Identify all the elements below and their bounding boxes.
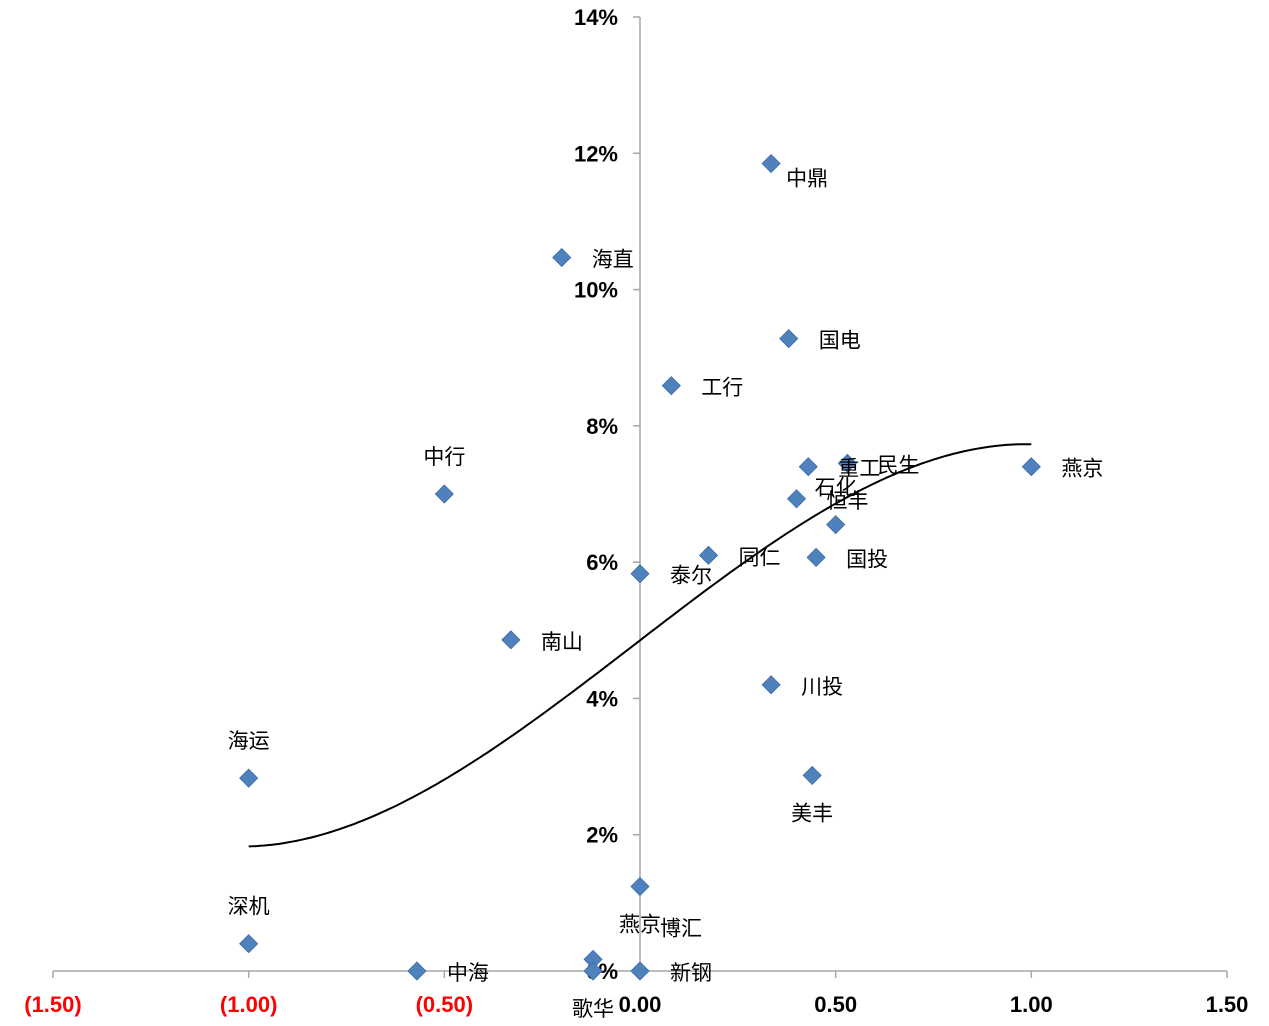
data-point [239,934,259,954]
x-tick-label: 0.00 [619,992,662,1017]
point-label: 美丰 [791,801,833,825]
data-point [802,765,822,785]
data-point [630,961,650,981]
data-point [837,453,857,473]
data-point [698,545,719,565]
x-tick-label: 1.00 [1010,992,1053,1017]
data-point [786,489,807,509]
point-label: 歌华 [572,997,614,1021]
points-group [239,153,1041,981]
data-point [501,630,521,650]
x-tick-label: 0.50 [814,992,857,1017]
data-point [1021,457,1041,477]
data-point [826,515,846,535]
point-label: 燕京 [619,913,661,937]
data-point [806,547,826,567]
point-label: 民生 [877,453,919,477]
y-tick-label: 2% [586,823,618,848]
point-label: 泰尔 [670,564,712,588]
data-point [552,247,572,268]
data-point [761,675,781,695]
x-tick-label: (0.50) [416,992,473,1017]
y-tick-label: 14% [574,5,618,30]
point-label: 中行 [423,445,465,469]
point-label: 石化 [815,476,857,500]
data-point [583,961,603,981]
point-label: 工行 [701,376,743,400]
point-label: 恒丰 [827,489,869,513]
point-label: 重工 [838,457,880,481]
point-label: 中海 [447,961,489,985]
point-label: 深机 [228,895,270,919]
x-tick-label: (1.50) [24,992,81,1017]
data-point [630,564,650,584]
data-point [761,153,781,174]
data-point [661,376,681,396]
point-label: 海运 [228,729,270,753]
y-tick-label: 8% [586,414,618,439]
data-point [798,457,818,477]
trendline [248,443,1032,848]
point-label: 南山 [541,630,583,654]
data-point [239,768,259,788]
point-label: 同仁 [738,545,780,569]
point-label: 中鼎 [786,167,828,191]
point-label: 海直 [592,248,634,272]
x-tick-label: (1.00) [220,992,277,1017]
axes: (1.50)(1.00)(0.50)0.000.501.001.500%2%4%… [24,5,1248,1017]
point-label: 博汇 [660,916,702,940]
data-point [630,876,650,897]
y-tick-label: 4% [586,686,618,711]
point-label: 新钢 [670,961,712,985]
y-tick-label: 12% [574,141,618,166]
data-point [434,484,454,504]
point-label: 川投 [801,675,843,699]
x-tick-label: 1.50 [1206,992,1249,1017]
point-label: 国投 [846,547,888,571]
data-point [407,961,427,981]
point-label: 国电 [819,329,861,353]
y-tick-label: 6% [586,550,618,575]
point-label: 燕京 [1061,457,1103,481]
data-point [779,329,799,349]
y-tick-label: 10% [574,278,618,303]
trendline-group [248,443,1032,848]
